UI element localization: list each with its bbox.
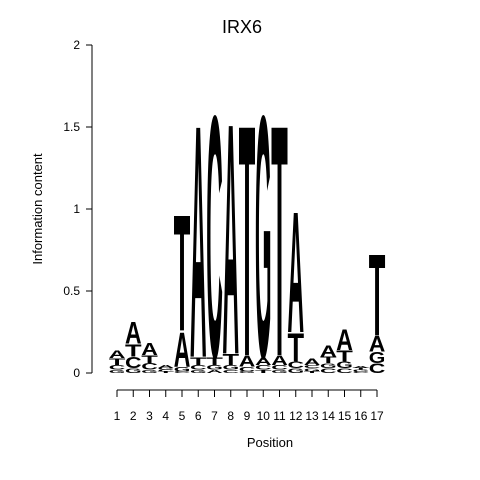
logo-letter-G: G: [109, 369, 126, 374]
logo-letter-A: A: [157, 364, 174, 369]
y-tick-label: 0.5: [63, 284, 80, 298]
logo-letter-A: A: [222, 54, 239, 424]
logo-letter-T: T: [239, 56, 256, 425]
logo-letter-A: A: [369, 331, 386, 357]
logo-letter-G: G: [206, 364, 223, 371]
logo-letter-A: A: [271, 353, 288, 368]
x-tick-label: 15: [338, 409, 352, 423]
x-tick-label: 5: [179, 409, 186, 423]
logo-letter-G: G: [336, 360, 353, 370]
logo-letter-G: G: [222, 364, 239, 371]
logo-letter-C: C: [304, 364, 321, 369]
logo-letter-C: C: [320, 367, 337, 375]
x-tick-label: 3: [146, 409, 153, 423]
logo-letter-T: T: [206, 355, 223, 367]
logo-letter-A: A: [336, 323, 353, 356]
logo-letter-A: A: [190, 56, 207, 427]
logo-letter-T: T: [255, 369, 272, 374]
y-tick-label: 1.5: [63, 120, 80, 134]
logo-letter-C: C: [125, 355, 142, 373]
logo-letter-G: G: [271, 369, 288, 374]
logo-letter-G: G: [304, 368, 321, 373]
logo-letter-C: C: [239, 365, 256, 373]
logo-letter-T: T: [141, 353, 158, 365]
logo-letter-C: C: [157, 369, 174, 371]
logo-letter-T: T: [287, 326, 304, 371]
x-axis: 1 2 3 4 5 6 7 8 9 10 11 12 13 14 15 16 17: [114, 389, 384, 423]
logo-letter-C: C: [287, 360, 304, 370]
x-tick-label: 7: [211, 409, 218, 423]
logo-letter-T: T: [352, 368, 369, 370]
x-tick-label: 4: [162, 409, 169, 423]
logo-letter-C: C: [369, 361, 386, 376]
logo-letter-A: A: [320, 343, 337, 361]
logo-letter-T: T: [222, 351, 239, 369]
x-tick-label: 1: [114, 409, 121, 423]
x-tick-label: 10: [257, 409, 271, 423]
logo-letter-T: T: [369, 229, 386, 360]
logo-letter-A: A: [141, 339, 158, 359]
logo-letter-C: C: [141, 361, 158, 371]
logo-letter-G: G: [352, 369, 369, 372]
chart-title: IRX6: [222, 17, 262, 37]
y-axis: 0 0.5 1 1.5 2: [63, 38, 93, 380]
logo-letter-G: G: [287, 367, 304, 374]
x-tick-label: 11: [273, 409, 286, 423]
logo-letter-G: G: [125, 367, 142, 374]
x-tick-label: 9: [244, 409, 251, 423]
logo-letter-C: C: [255, 364, 272, 372]
y-tick-label: 2: [73, 38, 80, 52]
x-tick-label: 16: [354, 409, 368, 423]
logo-letter-T: T: [174, 181, 191, 367]
logo-letter-C: C: [174, 371, 191, 373]
x-axis-title: Position: [247, 435, 293, 450]
logo-letter-A: A: [352, 366, 369, 368]
logo-letter-G: G: [369, 349, 386, 367]
logo-letter-C: C: [222, 369, 239, 374]
logo-letter-T: T: [336, 347, 353, 365]
logo-letter-G: G: [174, 366, 191, 373]
logo-letter-T: T: [271, 56, 288, 425]
logo-letter-A: A: [109, 348, 126, 360]
logo-letter-T: T: [304, 371, 321, 373]
logo-letter-C: C: [109, 364, 126, 372]
x-tick-label: 14: [322, 409, 336, 423]
y-axis-title: Information content: [30, 153, 45, 265]
logo-letter-C: C: [271, 364, 288, 372]
logo-letter-G: G: [157, 368, 174, 371]
logo-letter-C: C: [336, 367, 353, 375]
logo-letter-G: G: [239, 371, 256, 374]
x-tick-label: 2: [130, 409, 137, 423]
logo-letter-C: C: [190, 364, 207, 372]
x-tick-label: 13: [305, 409, 319, 423]
logo-letter-T: T: [320, 356, 337, 366]
logo-letter-A: A: [239, 353, 256, 371]
logo-letter-G: G: [255, 43, 272, 430]
logo-letter-T: T: [190, 355, 207, 367]
logo-letter-A: A: [255, 355, 272, 367]
logo-letter-A: A: [125, 315, 142, 350]
logo-letter-C: C: [206, 43, 223, 430]
logo-letter-T: T: [157, 371, 174, 373]
x-tick-label: 17: [370, 409, 384, 423]
y-tick-label: 0: [73, 366, 80, 380]
y-tick-label: 1: [73, 202, 80, 216]
logo-letter-G: G: [320, 363, 337, 370]
logo-letter-C: C: [352, 371, 369, 373]
logo-letter-A: A: [174, 323, 191, 378]
logo-letter-G: G: [190, 369, 207, 374]
logo-letter-T: T: [109, 357, 126, 367]
x-tick-label: 8: [227, 409, 234, 423]
x-tick-label: 6: [195, 409, 202, 423]
logo-letter-A: A: [287, 176, 304, 369]
logo-letter-G: G: [141, 369, 158, 374]
x-tick-label: 12: [289, 409, 303, 423]
logo-letter-T: T: [125, 340, 142, 360]
logo-letter-A: A: [304, 357, 321, 367]
logo-letter-A: A: [206, 369, 223, 374]
